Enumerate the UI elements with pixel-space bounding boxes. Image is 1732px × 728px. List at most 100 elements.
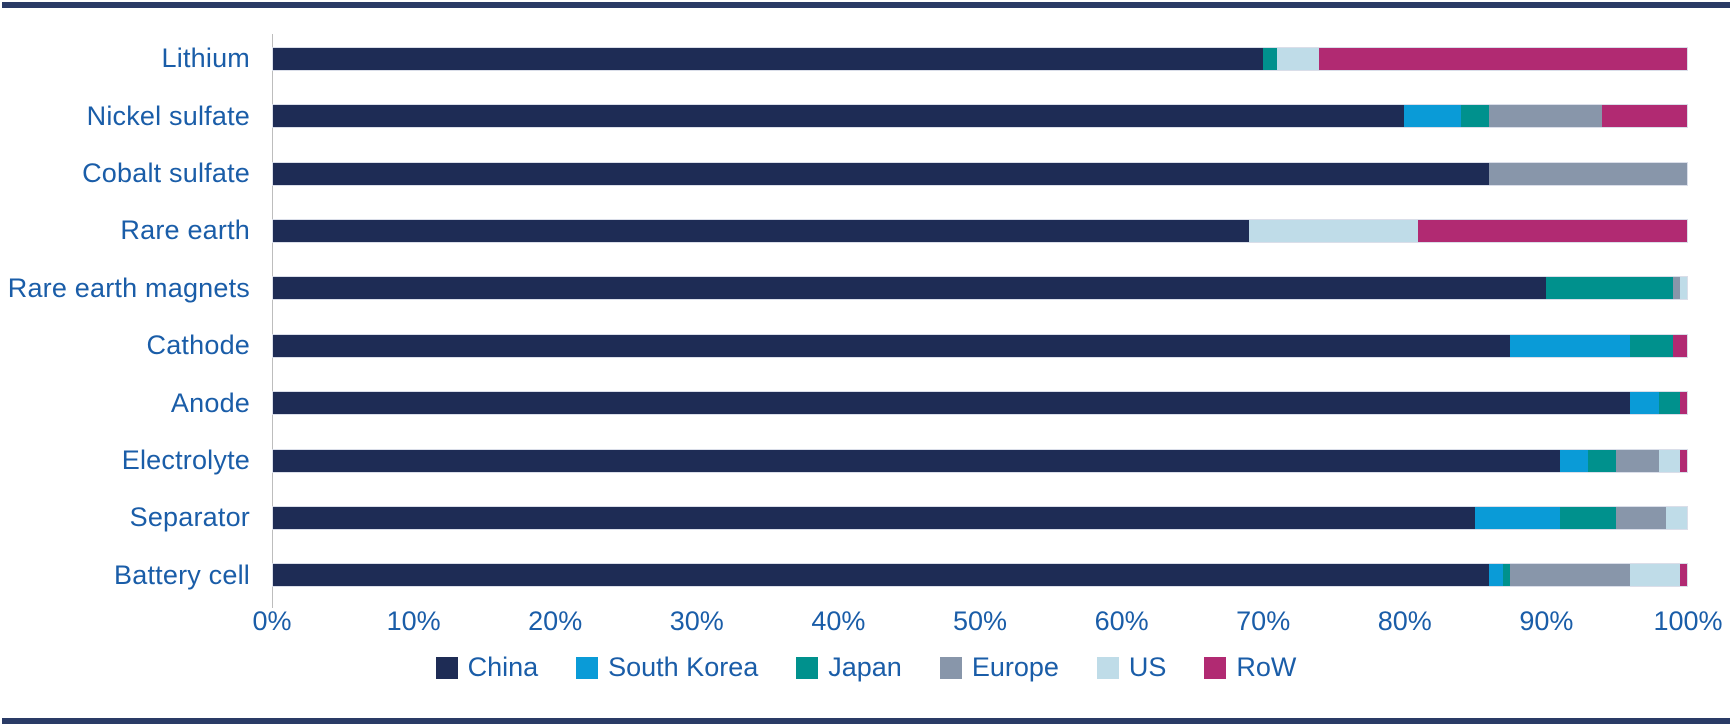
x-tick-label: 80% [1377, 606, 1432, 636]
segment-europe [1510, 564, 1631, 587]
segment-south-korea [1474, 506, 1560, 529]
segment-us [1630, 564, 1680, 587]
legend-item-japan: Japan [796, 652, 902, 683]
bar-track [272, 161, 1688, 186]
segment-us [1276, 47, 1320, 70]
segment-japan [1630, 334, 1673, 357]
x-tick-label: 0% [252, 606, 292, 636]
segment-europe [1616, 449, 1659, 472]
stacked-bar-plot: Lithium Nickel sulfate Cobalt sulfate Rare … [0, 30, 1688, 604]
segment-south-korea [1559, 449, 1588, 472]
legend-swatch-icon [939, 656, 962, 679]
segment-row [1679, 449, 1687, 472]
legend-label: Europe [971, 652, 1059, 682]
legend-swatch-icon [1096, 656, 1119, 679]
x-tick-label: 40% [811, 606, 866, 636]
segment-us [1248, 219, 1419, 242]
segment-south-korea [1510, 334, 1631, 357]
bottom-rule [2, 718, 1730, 724]
bar-row: Rare earth magnets [0, 260, 1688, 317]
segment-china [273, 334, 1511, 357]
bar-track [272, 46, 1688, 71]
legend-swatch-icon [576, 656, 599, 679]
segment-china [273, 47, 1263, 70]
legend-item-south-korea: South Korea [576, 652, 758, 683]
segment-row [1679, 564, 1687, 587]
bar-track [272, 505, 1688, 530]
segment-china [273, 392, 1631, 415]
legend-label: China [467, 652, 539, 682]
segment-row [1672, 334, 1687, 357]
bar-track [272, 104, 1688, 129]
bar-row: Lithium [0, 30, 1688, 87]
legend-swatch-icon [1204, 656, 1227, 679]
segment-south-korea [1630, 392, 1659, 415]
x-tick-label: 70% [1236, 606, 1291, 636]
category-label: Anode [170, 387, 250, 418]
legend-label: South Korea [608, 652, 759, 682]
bar-row: Anode [0, 374, 1688, 431]
segment-row [1602, 105, 1687, 128]
category-label: Battery cell [114, 559, 250, 590]
segment-china [273, 506, 1475, 529]
top-rule [2, 2, 1730, 8]
bar-track [272, 276, 1688, 301]
segment-japan [1588, 449, 1617, 472]
segment-row [1679, 392, 1687, 415]
x-axis: 0% 10% 20% 30% 40% 50% 60% 70% 80% 90% 100% [252, 606, 1722, 642]
x-tick-label: 90% [1519, 606, 1574, 636]
category-label: Rare earth magnets [7, 272, 250, 303]
legend-swatch-icon [796, 656, 819, 679]
segment-china [273, 564, 1490, 587]
segment-china [273, 162, 1490, 185]
bar-row: Cobalt sulfate [0, 145, 1688, 202]
segment-south-korea [1489, 564, 1504, 587]
legend-item-europe: Europe [939, 652, 1059, 683]
segment-us [1679, 277, 1687, 300]
segment-europe [1489, 105, 1603, 128]
segment-japan [1262, 47, 1277, 70]
x-tick-label: 30% [669, 606, 724, 636]
category-label: Cobalt sulfate [82, 158, 250, 189]
segment-europe [1672, 277, 1680, 300]
segment-japan [1658, 392, 1680, 415]
legend-label: US [1128, 652, 1167, 682]
bar-track [272, 333, 1688, 358]
x-tick-label: 50% [952, 606, 1008, 636]
segment-japan [1503, 564, 1511, 587]
bar-track [272, 563, 1688, 588]
category-label: Separator [129, 502, 250, 533]
legend: China South Korea Japan Europe US RoW [0, 652, 1732, 683]
y-axis-line [272, 34, 273, 608]
segment-row [1418, 219, 1687, 242]
segment-row [1319, 47, 1687, 70]
legend-swatch-icon [435, 656, 458, 679]
category-label: Lithium [161, 43, 250, 74]
segment-japan [1460, 105, 1489, 128]
bar-row: Battery cell [0, 547, 1688, 604]
segment-china [273, 277, 1546, 300]
legend-item-row: RoW [1204, 652, 1296, 683]
category-label: Nickel sulfate [86, 100, 250, 131]
segment-europe [1616, 506, 1666, 529]
segment-japan [1559, 506, 1617, 529]
x-tick-label: 100% [1653, 606, 1723, 636]
segment-europe [1489, 162, 1687, 185]
x-tick-label: 20% [528, 606, 583, 636]
segment-china [273, 449, 1560, 472]
legend-item-us: US [1096, 652, 1167, 683]
segment-japan [1545, 277, 1673, 300]
segment-us [1658, 449, 1680, 472]
bar-row: Separator [0, 489, 1688, 546]
bar-track [272, 448, 1688, 473]
bar-row: Cathode [0, 317, 1688, 374]
legend-label: Japan [828, 652, 902, 682]
x-tick-label: 60% [1094, 606, 1149, 636]
category-label: Electrolyte [121, 445, 250, 476]
bar-track [272, 218, 1688, 243]
bar-track [272, 391, 1688, 416]
bar-row: Rare earth [0, 202, 1688, 259]
legend-item-china: China [435, 652, 539, 683]
segment-china [273, 105, 1405, 128]
